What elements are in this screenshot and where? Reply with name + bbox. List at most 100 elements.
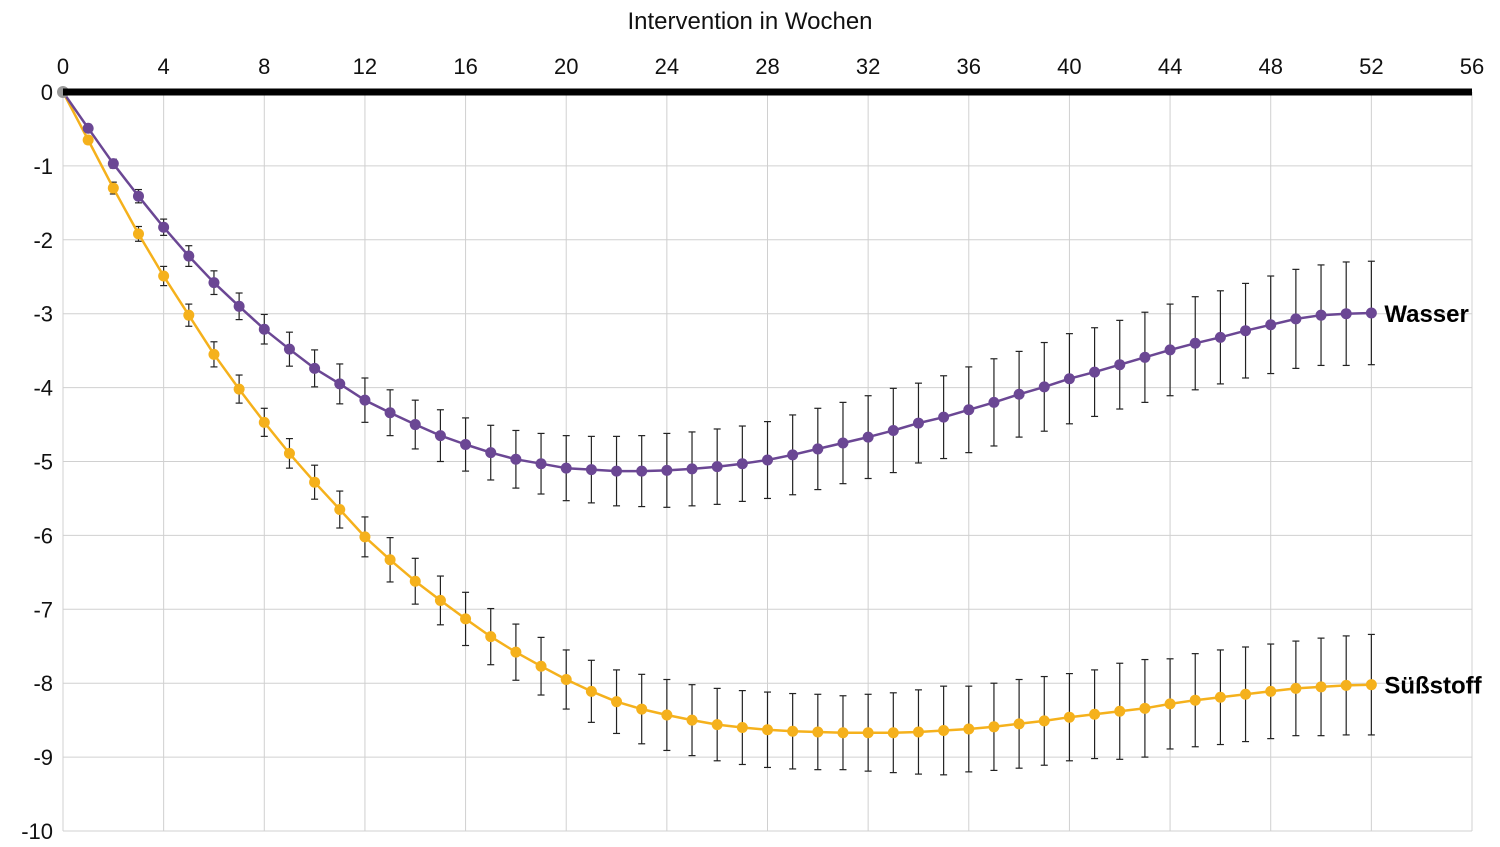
data-point (988, 396, 1000, 408)
x-tick-label: 56 (1460, 54, 1484, 79)
data-point (1063, 373, 1075, 385)
data-point (912, 726, 924, 738)
x-tick-label: 40 (1057, 54, 1081, 79)
data-point (208, 348, 220, 360)
data-point (762, 454, 773, 466)
y-tick-label: -10 (21, 819, 53, 844)
data-point (1340, 308, 1352, 320)
x-tick-label: 28 (755, 54, 779, 79)
x-tick-label: 52 (1359, 54, 1383, 79)
data-point (510, 453, 522, 465)
x-tick-label: 12 (353, 54, 377, 79)
data-point (1139, 702, 1151, 714)
data-point (1315, 309, 1327, 321)
data-point (611, 465, 623, 477)
data-point (1038, 715, 1050, 727)
data-point (334, 504, 346, 516)
data-point (359, 531, 371, 543)
data-point (485, 447, 497, 459)
x-tick-label: 48 (1258, 54, 1282, 79)
data-point (938, 411, 950, 423)
data-point (1315, 681, 1327, 693)
data-point (686, 714, 698, 726)
y-tick-label: -8 (33, 671, 53, 696)
data-point (862, 727, 874, 739)
gridlines (62, 92, 1473, 832)
data-point (334, 378, 346, 390)
data-point (258, 323, 270, 335)
data-point (1214, 331, 1226, 343)
data-point (107, 182, 119, 194)
data-point (736, 458, 748, 470)
data-point (887, 424, 899, 436)
data-point (158, 270, 170, 282)
data-point (132, 190, 144, 202)
data-point (762, 724, 773, 736)
data-point (384, 407, 396, 419)
data-point (359, 394, 371, 406)
data-point (560, 462, 572, 474)
y-tick-label: -1 (33, 154, 53, 179)
data-point (560, 674, 572, 686)
data-point (1214, 691, 1226, 703)
data-point (384, 554, 396, 566)
data-point (1164, 698, 1176, 710)
data-point (233, 300, 245, 312)
data-point (686, 463, 698, 475)
y-tick-label: -4 (33, 376, 53, 401)
data-point (1365, 679, 1377, 691)
data-point (1189, 694, 1201, 706)
data-point (1265, 685, 1277, 697)
data-point (309, 476, 321, 488)
x-tick-label: 20 (554, 54, 578, 79)
x-tick-label: 16 (453, 54, 477, 79)
x-tick-label: 44 (1158, 54, 1182, 79)
data-point (233, 383, 245, 395)
data-point (1189, 337, 1201, 349)
data-point (837, 437, 849, 449)
data-point (283, 447, 295, 459)
data-point (409, 575, 421, 587)
data-point (460, 439, 472, 451)
data-point (535, 458, 547, 470)
data-point (938, 724, 950, 736)
data-point (82, 122, 94, 134)
data-point (1265, 319, 1277, 331)
x-tick-label: 36 (957, 54, 981, 79)
series-wasser (57, 86, 1377, 508)
x-tick-label: 32 (856, 54, 880, 79)
data-point (787, 725, 799, 737)
series-label-suessstoff: Süßstoff (1384, 673, 1482, 700)
data-point (183, 250, 195, 262)
tick-labels: 0 4 8 12 16 20 24 28 32 36 40 44 48 52 560-1-2-3-4-5-6… (21, 54, 1484, 844)
series-labels: Süßstoff Wasser (1384, 301, 1482, 700)
data-point (309, 362, 321, 374)
data-point (862, 431, 874, 443)
y-tick-label: 0 (41, 80, 53, 105)
data-point (258, 416, 270, 428)
x-tick-label: 0 (57, 54, 69, 79)
data-point (510, 646, 522, 658)
data-point (158, 221, 170, 233)
data-point (1164, 344, 1176, 356)
data-point (183, 309, 195, 321)
y-tick-label: -9 (33, 745, 53, 770)
data-point (1240, 325, 1252, 337)
data-point (636, 703, 648, 715)
data-point (636, 465, 648, 477)
data-point (535, 660, 547, 672)
data-point (963, 404, 975, 416)
data-point (1063, 711, 1075, 723)
data-point (1340, 679, 1352, 691)
data-point (1365, 307, 1377, 319)
data-point (1013, 388, 1025, 400)
y-tick-label: -2 (33, 228, 53, 253)
data-point (107, 158, 119, 170)
data-point (1139, 351, 1151, 363)
data-point (711, 719, 723, 731)
data-point (912, 417, 924, 429)
series-suessstoff (57, 86, 1377, 776)
data-point (460, 613, 472, 625)
data-point (1114, 705, 1126, 717)
